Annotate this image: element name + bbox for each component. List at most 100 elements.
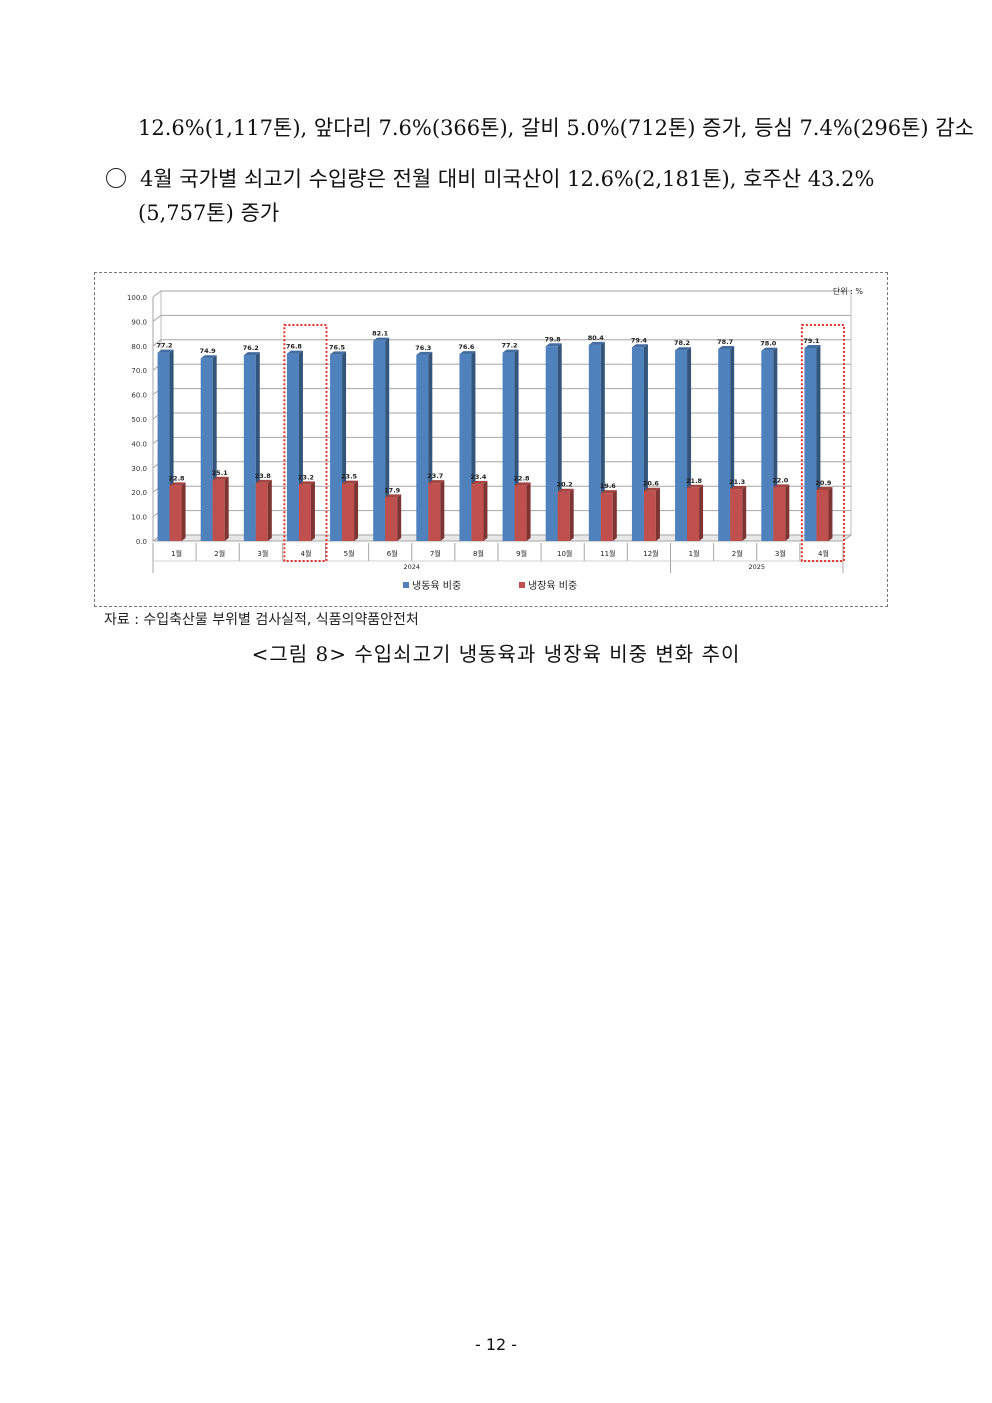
chilled-bar-16	[816, 487, 833, 541]
data-label: 17.9	[384, 486, 401, 494]
data-label: 23.7	[427, 472, 443, 480]
legend-label: 냉장육 비중	[528, 580, 577, 592]
x-category-label: 4월	[818, 549, 829, 558]
data-label: 76.2	[243, 344, 259, 352]
data-label: 23.2	[298, 473, 314, 481]
data-label: 23.5	[341, 473, 358, 481]
legend-swatch	[519, 582, 525, 588]
x-category-label: 5월	[344, 549, 355, 558]
highlight-box	[800, 324, 845, 562]
data-label: 23.8	[255, 472, 272, 480]
data-label: 76.6	[458, 343, 475, 351]
data-label: 22.8	[169, 474, 186, 482]
year-label: 2024	[403, 563, 420, 571]
gridline	[152, 314, 851, 322]
data-label: 22.0	[772, 476, 789, 484]
data-label: 19.6	[600, 482, 617, 490]
gridline	[152, 339, 851, 347]
data-label: 21.3	[729, 478, 745, 486]
y-tick-label: 100.0	[127, 294, 147, 302]
figure-source: 자료 : 수입축산물 부위별 검사실적, 식품의약품안전처	[104, 612, 419, 628]
frozen-bar-8	[459, 351, 476, 541]
paragraph-line-2: (5,757톤) 증가	[138, 201, 280, 225]
data-label: 20.9	[815, 479, 832, 487]
circle-bullet-icon	[106, 168, 126, 188]
x-category-label: 3월	[257, 549, 268, 558]
data-label: 21.8	[686, 477, 703, 485]
data-label: 25.1	[212, 469, 229, 477]
frozen-bar-6	[373, 337, 390, 541]
data-label: 77.2	[157, 342, 173, 350]
chilled-bar-1	[169, 482, 186, 541]
chilled-bar-2	[212, 476, 229, 541]
chilled-bar-9	[514, 482, 531, 541]
x-category-label: 4월	[300, 549, 311, 558]
chilled-bar-5	[342, 480, 359, 541]
data-label: 82.1	[372, 330, 389, 338]
chilled-bar-3	[255, 479, 272, 541]
data-label: 79.8	[545, 335, 562, 343]
x-category-label: 1월	[689, 549, 700, 558]
data-label: 22.8	[514, 474, 531, 482]
x-category-label: 6월	[387, 549, 398, 558]
data-label: 74.9	[200, 347, 217, 355]
data-label: 80.4	[588, 334, 605, 342]
data-label: 76.8	[286, 343, 303, 351]
chart-frame: 0.0 10.0 20.0 30.0 40.0 50.0 60.0 70.0 80.0 90.0 1…	[94, 272, 888, 607]
data-label: 76.3	[415, 344, 431, 352]
data-label: 23.4	[470, 473, 487, 481]
unit-label: 단위 : %	[833, 286, 864, 296]
paragraph-bullet: 4월 국가별 쇠고기 수입량은 전월 대비 미국산이 12.6%(2,181톤)…	[106, 164, 874, 194]
legend-label: 냉동육 비중	[412, 580, 461, 592]
chilled-bar-14	[730, 486, 747, 541]
x-category-label: 7월	[430, 549, 441, 558]
x-category-label: 2월	[214, 549, 225, 558]
x-category-label: 9월	[516, 549, 527, 558]
figure-caption: <그림 8> 수입쇠고기 냉동육과 냉장육 비중 변화 추이	[251, 642, 741, 666]
y-tick-label: 20.0	[131, 489, 147, 497]
x-category-label: 11월	[600, 549, 615, 558]
data-label: 20.6	[643, 480, 660, 488]
data-label: 76.5	[329, 343, 346, 351]
paragraph-continuation: 12.6%(1,117톤), 앞다리 7.6%(366톤), 갈비 5.0%(7…	[138, 116, 974, 140]
y-tick-label: 80.0	[131, 343, 147, 351]
y-tick-label: 70.0	[131, 367, 147, 375]
chilled-bar-7	[428, 480, 445, 541]
chilled-bar-10	[557, 488, 574, 541]
page-number: - 12 -	[474, 1335, 518, 1354]
x-category-label: 10월	[557, 549, 572, 558]
y-tick-label: 40.0	[131, 440, 147, 448]
x-category-label: 12월	[643, 549, 658, 558]
chilled-bar-12	[643, 487, 660, 541]
y-tick-label: 0.0	[136, 538, 147, 546]
x-category-label: 2월	[732, 549, 743, 558]
chilled-bar-4	[298, 481, 315, 541]
gridline	[152, 290, 851, 298]
highlight-box	[283, 324, 328, 562]
data-label: 78.2	[674, 339, 690, 347]
data-label: 79.1	[803, 337, 820, 345]
data-label: 20.2	[557, 481, 573, 489]
paragraph-line-1: 4월 국가별 쇠고기 수입량은 전월 대비 미국산이 12.6%(2,181톤)…	[140, 167, 875, 191]
frozen-bar-11	[588, 341, 605, 541]
data-label: 78.7	[717, 338, 733, 346]
x-category-label: 3월	[775, 549, 786, 558]
year-label: 2025	[748, 563, 765, 571]
y-tick-label: 90.0	[131, 318, 147, 326]
x-category-label: 8월	[473, 549, 484, 558]
y-tick-label: 30.0	[131, 465, 147, 473]
y-tick-label: 50.0	[131, 416, 147, 424]
chilled-bar-13	[687, 484, 704, 541]
chilled-bar-6	[385, 494, 402, 541]
chilled-bar-15	[773, 484, 790, 541]
y-tick-label: 60.0	[131, 392, 147, 400]
bar-chart: 0.0 10.0 20.0 30.0 40.0 50.0 60.0 70.0 80.0 90.0 1…	[127, 286, 864, 592]
data-label: 77.2	[502, 342, 518, 350]
x-category-label: 1월	[171, 549, 182, 558]
data-label: 79.4	[631, 336, 648, 344]
data-label: 78.0	[760, 340, 777, 348]
y-tick-label: 10.0	[131, 514, 147, 522]
chilled-bar-8	[471, 480, 488, 541]
chilled-bar-11	[600, 490, 617, 541]
legend-swatch	[403, 582, 409, 588]
